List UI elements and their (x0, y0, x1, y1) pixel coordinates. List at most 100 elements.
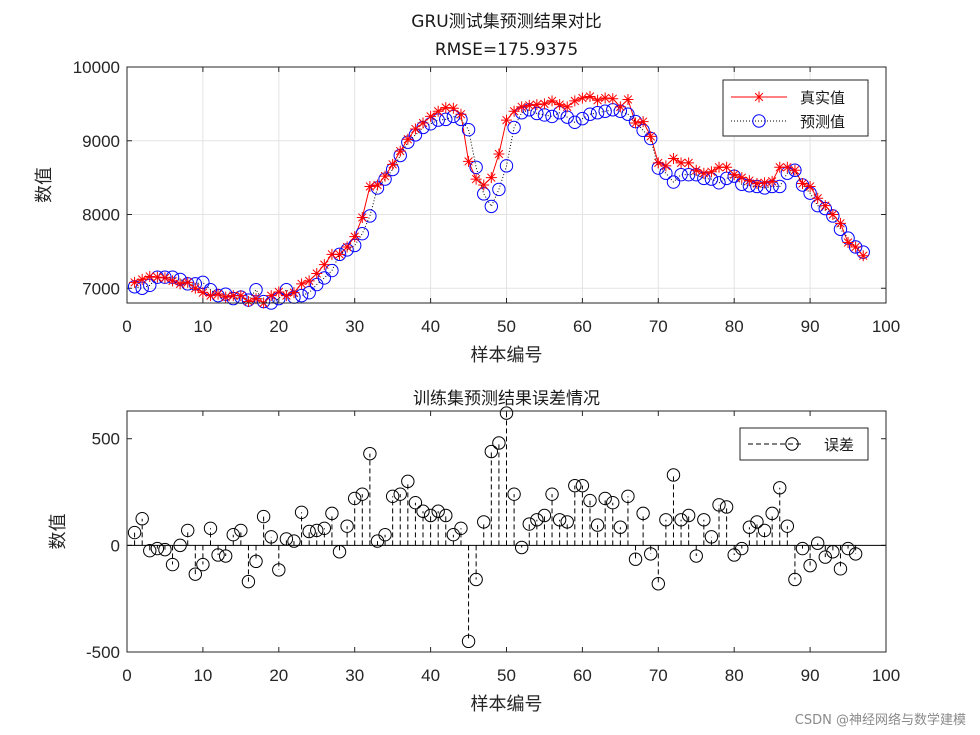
x-tick-label: 100 (872, 317, 900, 336)
point-real (463, 155, 475, 167)
point-real (485, 172, 497, 184)
stem-marker (492, 436, 506, 450)
stem-marker (294, 505, 309, 520)
stem-marker (203, 521, 218, 536)
point-pred (469, 160, 483, 175)
point-real (705, 166, 717, 178)
point-real (857, 250, 869, 262)
point-real (356, 211, 368, 223)
point-pred (492, 182, 506, 197)
point-pred (848, 240, 863, 254)
stem-marker (537, 508, 552, 523)
legend-marker-pred (752, 114, 766, 128)
point-real (242, 296, 254, 308)
stem-marker (477, 515, 491, 529)
point-real (159, 272, 171, 284)
stem-marker (264, 530, 278, 544)
point-real (508, 105, 520, 117)
stem-marker (575, 478, 590, 493)
stem-marker (348, 491, 362, 506)
stem-marker (803, 558, 817, 573)
x-tick-label: 0 (122, 666, 131, 685)
point-real (728, 169, 740, 181)
point-real (789, 164, 801, 176)
stem-marker (484, 444, 499, 459)
stem-marker (249, 554, 263, 569)
stem-marker (218, 549, 233, 563)
stem-marker (833, 562, 848, 576)
point-real (204, 290, 216, 302)
point-pred (583, 107, 597, 121)
stem-marker (742, 520, 757, 534)
stem-marker (621, 489, 635, 504)
stem-marker (568, 478, 582, 493)
stem-marker (143, 543, 157, 558)
stem-marker (461, 634, 476, 649)
stem-marker (378, 527, 392, 542)
x-tick-label: 40 (421, 317, 440, 336)
stem-marker (735, 541, 749, 556)
point-real (470, 173, 482, 185)
point-real (235, 290, 247, 302)
stem-marker (423, 508, 438, 523)
x-tick-label: 20 (269, 317, 288, 336)
point-real (652, 157, 664, 169)
stem-marker (355, 487, 369, 501)
y-tick-label: 0 (111, 536, 120, 555)
point-pred (317, 271, 332, 285)
point-real (425, 110, 437, 122)
point-real (827, 209, 839, 220)
point-real (546, 95, 558, 107)
stem-marker (583, 493, 597, 508)
point-real (660, 160, 672, 172)
stem-marker (613, 520, 628, 534)
stem-marker (211, 548, 225, 562)
stem-marker (469, 572, 483, 587)
stem-marker (401, 474, 415, 489)
point-pred (674, 167, 688, 182)
legend-box (722, 79, 869, 137)
point-pred (325, 263, 339, 278)
stem-marker (795, 541, 810, 556)
point-real (371, 179, 383, 191)
stem-marker (302, 524, 316, 539)
point-real (713, 161, 725, 173)
stem-marker (507, 487, 521, 501)
stem-marker (226, 527, 240, 542)
point-real (721, 161, 733, 173)
stem-marker (712, 498, 726, 512)
point-real (250, 293, 262, 305)
point-real (288, 287, 300, 299)
x-tick-label: 10 (193, 317, 212, 336)
point-real (561, 101, 573, 113)
point-real (819, 200, 831, 212)
legend-box (739, 427, 869, 461)
stem-marker (363, 446, 377, 461)
stem-marker (454, 521, 468, 536)
point-pred (499, 159, 514, 173)
point-real (698, 167, 710, 179)
point-real (675, 157, 687, 169)
point-pred (355, 226, 369, 241)
point-real (523, 99, 535, 111)
stem-marker (158, 542, 172, 557)
point-pred (461, 122, 476, 137)
point-pred (621, 107, 635, 121)
point-real (630, 117, 642, 129)
stem-marker (560, 515, 574, 529)
x-tick-label: 0 (122, 317, 131, 336)
chart-title: GRU测试集预测结果对比 (411, 12, 601, 32)
point-real (387, 158, 399, 170)
point-real (812, 192, 824, 204)
stem-marker (150, 541, 165, 556)
stem-marker (818, 550, 832, 564)
stem-marker (317, 521, 332, 536)
stem-marker (135, 512, 149, 526)
legend-marker-error (785, 437, 799, 451)
stem-marker (644, 547, 658, 561)
x-tick-label: 60 (573, 317, 592, 336)
point-real (592, 94, 604, 106)
point-real (584, 91, 596, 102)
y-tick-label: 7000 (82, 279, 120, 298)
stem-marker (340, 519, 354, 533)
